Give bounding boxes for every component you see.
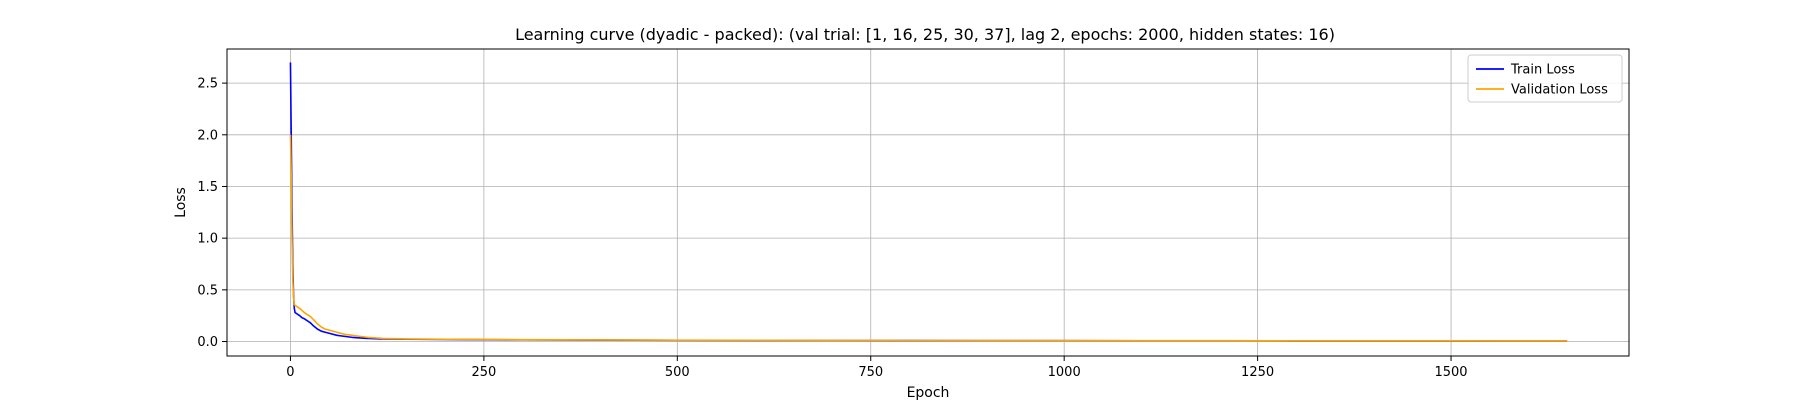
y-axis-label: Loss [173, 187, 189, 218]
x-tick-label: 500 [665, 365, 690, 380]
y-axis-ticks: 0.0 0.5 1.0 1.5 2.0 2.5 [197, 77, 227, 350]
y-tick-label: 0.0 [197, 335, 218, 350]
grid-lines [227, 49, 1629, 356]
series-layer [289, 62, 1568, 342]
y-tick-label: 2.0 [197, 128, 218, 143]
legend-box [1467, 54, 1623, 103]
y-tick-label: 1.0 [197, 232, 218, 247]
x-tick-label: 750 [858, 365, 883, 380]
x-tick-label: 1000 [1048, 365, 1081, 380]
x-tick-label: 0 [286, 365, 294, 380]
y-tick-label: 2.5 [197, 77, 218, 92]
legend: Train Loss Validation Loss [1467, 54, 1623, 103]
plot-area-frame [226, 48, 1630, 357]
y-tick-label: 0.5 [197, 283, 218, 298]
x-tick-label: 1500 [1434, 365, 1467, 380]
x-tick-label: 250 [471, 365, 496, 380]
x-axis-ticks: 0 250 500 750 1000 1250 1500 [286, 356, 1468, 380]
x-axis-label: Epoch [907, 385, 950, 400]
legend-label-validation-loss: Validation Loss [1511, 83, 1608, 98]
train-loss-line [289, 62, 1568, 342]
x-tick-label: 1250 [1241, 365, 1274, 380]
validation-loss-line [289, 134, 1568, 342]
legend-label-train-loss: Train Loss [1510, 63, 1575, 78]
chart-title: Learning curve (dyadic - packed): (val t… [515, 25, 1335, 44]
y-tick-label: 1.5 [197, 180, 218, 195]
